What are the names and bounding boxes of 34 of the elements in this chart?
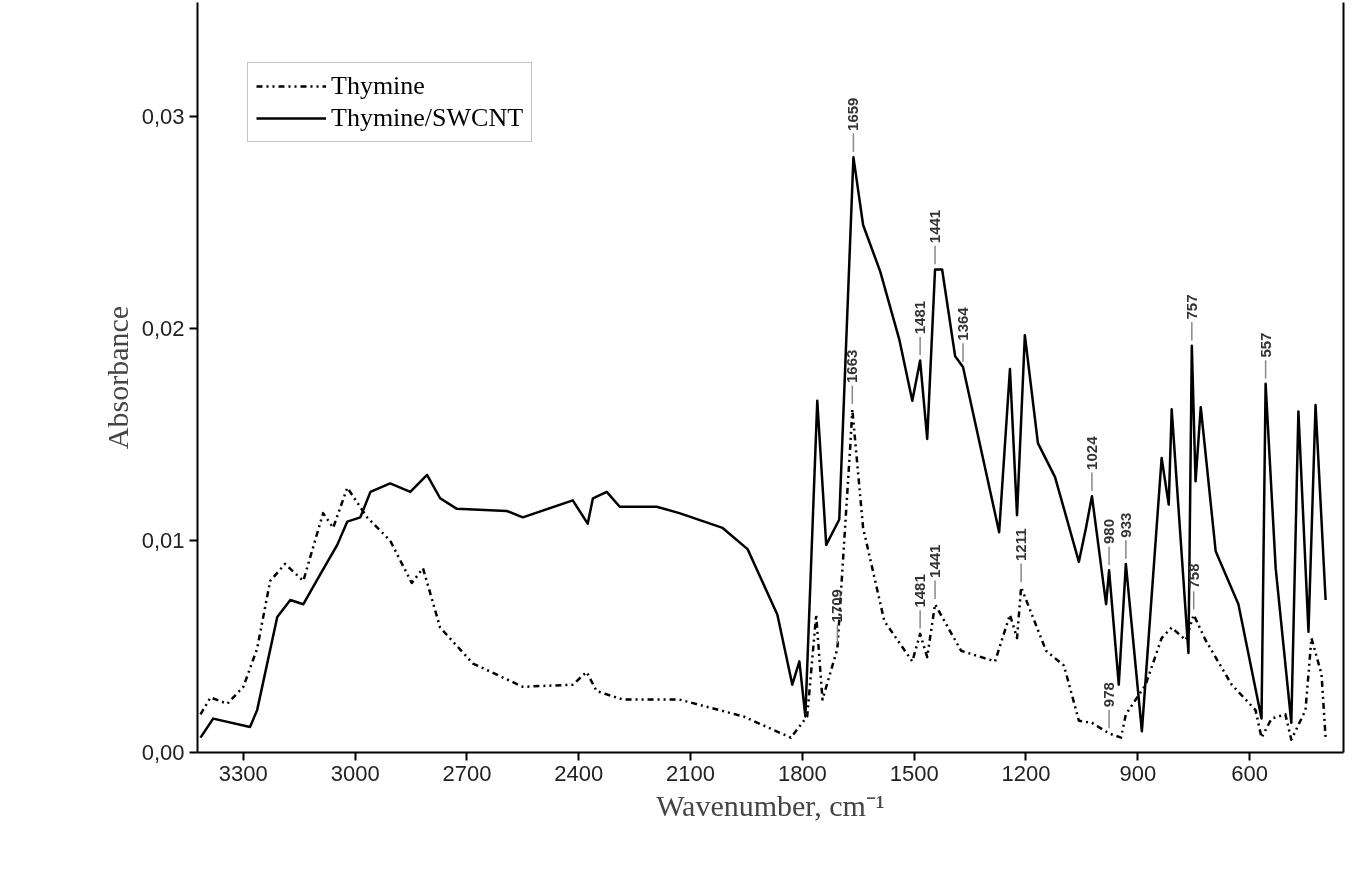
y-tick-label: 0,01 xyxy=(141,528,185,554)
annotation: 1481 xyxy=(911,300,929,335)
x-tick-label: 2700 xyxy=(442,760,492,786)
annotation: 1024 xyxy=(1082,435,1100,470)
x-tick-label: 3000 xyxy=(330,760,380,786)
annotation: 1211 xyxy=(1012,528,1030,561)
legend-label: Thymine xyxy=(331,71,425,101)
annotation: 1441 xyxy=(926,544,944,578)
x-tick-label: 3300 xyxy=(218,760,268,786)
x-axis-title: Wavenumber, cm⁻¹ xyxy=(656,788,885,822)
y-axis-title: Absorbance xyxy=(100,305,134,450)
annotation: 758 xyxy=(1184,563,1202,589)
x-tick-label: 900 xyxy=(1119,760,1157,786)
annotation: 1364 xyxy=(953,306,971,341)
annotation: 933 xyxy=(1116,512,1134,538)
legend-label: Thymine/SWCNT xyxy=(331,103,524,133)
annotation: 1441 xyxy=(926,209,944,244)
y-tick-label: 0,02 xyxy=(141,316,185,342)
annotation: 1663 xyxy=(843,349,861,384)
annotation: 1659 xyxy=(844,97,862,131)
annotation: 980 xyxy=(1100,519,1118,545)
annotation: 757 xyxy=(1182,294,1200,320)
x-tick-label: 1800 xyxy=(777,760,827,786)
x-tick-label: 2400 xyxy=(554,760,604,786)
x-tick-label: 1200 xyxy=(1001,760,1051,786)
y-tick-label: 0,00 xyxy=(141,740,185,765)
annotation: 557 xyxy=(1256,332,1274,358)
x-tick-label: 1500 xyxy=(889,760,939,786)
x-tick-label: 2100 xyxy=(666,760,716,786)
annotation: 1709 xyxy=(828,589,846,623)
annotation: 1481 xyxy=(911,574,929,608)
y-tick-label: 0,03 xyxy=(141,104,185,130)
annotation: 978 xyxy=(1100,682,1118,708)
x-tick-label: 600 xyxy=(1231,760,1268,786)
